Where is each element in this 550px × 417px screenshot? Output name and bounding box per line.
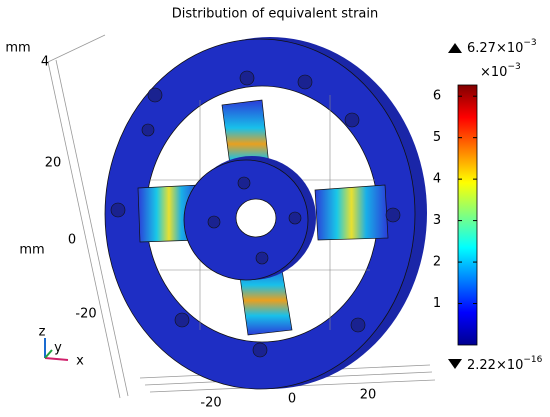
max-marker: [448, 43, 462, 53]
triad-label: y: [54, 341, 62, 356]
axis-unit: mm: [5, 41, 30, 56]
max-label: 6.27×10−3: [467, 38, 537, 56]
multiplier-label: ×10−3: [480, 62, 521, 80]
bolt-holes: [110, 70, 401, 358]
title: Distribution of equivalent strain: [172, 7, 379, 22]
colorbar-tick-label: 2: [433, 255, 441, 270]
colorbar-tick-label: 4: [433, 172, 441, 187]
axis-tick-label: -20: [200, 396, 221, 411]
hub-hole: [235, 198, 277, 238]
axis-tick-label: 4: [41, 55, 49, 70]
min-label: 2.22×10−16: [467, 355, 543, 373]
axis-tick-label: -20: [75, 307, 96, 322]
axis-tick-label: 0: [288, 392, 296, 407]
triad: [44, 338, 69, 361]
axis-unit: mm: [19, 243, 44, 258]
triad-label: z: [39, 325, 46, 340]
axis-tick-label: 20: [45, 156, 62, 171]
colorbar: [457, 84, 478, 346]
colorbar-tick-label: 3: [433, 213, 441, 228]
colorbar-tick-label: 6: [433, 89, 441, 104]
axis-tick-label: 20: [360, 388, 377, 403]
colorbar-tick-label: 5: [433, 130, 441, 145]
spoke: [314, 184, 389, 241]
triad-label: x: [76, 354, 84, 369]
min-marker: [448, 359, 462, 369]
colorbar-tick-label: 1: [433, 296, 441, 311]
axis-tick-label: 0: [68, 233, 76, 248]
